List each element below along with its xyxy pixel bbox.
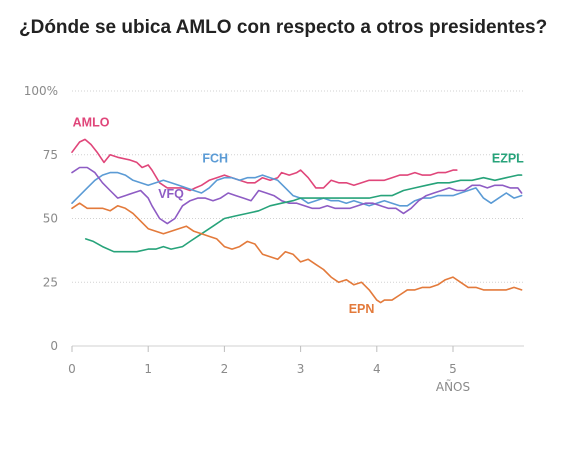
y-tick-label: 75 xyxy=(43,148,58,162)
lines-layer xyxy=(71,138,523,304)
series-line-ezpl xyxy=(84,174,523,253)
series-line-vfq xyxy=(71,166,523,225)
grid-layer: 0 25 50 75 100% 0 1 2 3 4 5 AÑOS xyxy=(24,84,524,394)
series-label-vfq: VFQ xyxy=(158,187,184,201)
series-label-ezpl: EZPL xyxy=(492,151,524,165)
series-label-fch: FCH xyxy=(202,151,228,165)
x-tick-label: 5 xyxy=(449,362,457,376)
chart-title: ¿Dónde se ubica AMLO con respecto a otro… xyxy=(19,17,548,38)
y-tick-label: 25 xyxy=(43,275,58,289)
labels-layer: AMLO FCH VFQ EZPL EPN xyxy=(73,116,525,316)
x-tick-label: 2 xyxy=(221,362,229,376)
y-tick-label: 100% xyxy=(24,84,58,98)
x-tick-label: 1 xyxy=(144,362,152,376)
y-tick-label: 50 xyxy=(43,212,58,226)
series-line-amlo xyxy=(71,138,458,192)
x-tick-label: 4 xyxy=(373,362,381,376)
y-tick-label: 0 xyxy=(50,339,58,353)
x-tick-label: 3 xyxy=(297,362,305,376)
series-label-epn: EPN xyxy=(349,302,375,316)
series-label-amlo: AMLO xyxy=(73,116,110,130)
series-line-epn xyxy=(71,202,523,304)
x-axis-label: AÑOS xyxy=(436,379,470,394)
x-tick-label: 0 xyxy=(68,362,76,376)
series-line-fch xyxy=(71,171,523,207)
